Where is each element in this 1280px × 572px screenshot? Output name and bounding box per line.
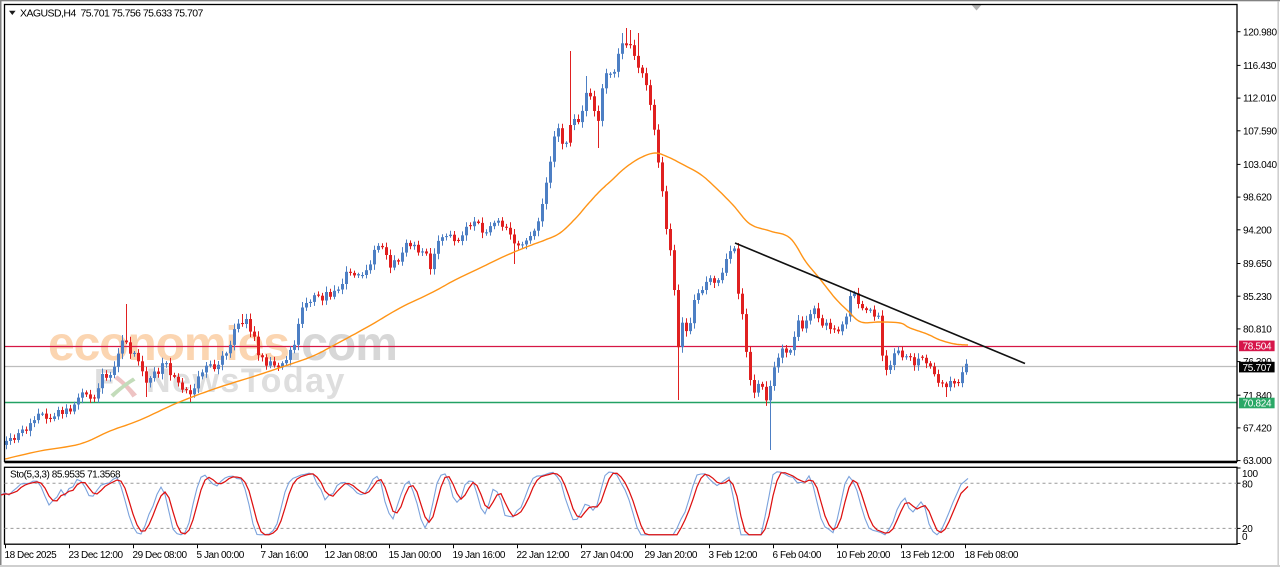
svg-text:80.810: 80.810 — [1243, 325, 1272, 336]
svg-text:100: 100 — [1242, 469, 1259, 480]
svg-text:12 Jan 08:00: 12 Jan 08:00 — [325, 550, 378, 561]
svg-text:89.650: 89.650 — [1243, 259, 1272, 270]
svg-text:23 Dec 12:00: 23 Dec 12:00 — [69, 550, 124, 561]
svg-text:63.000: 63.000 — [1243, 456, 1272, 467]
svg-text:80: 80 — [1242, 480, 1253, 491]
svg-text:20: 20 — [1242, 524, 1253, 535]
svg-text:13 Feb 12:00: 13 Feb 12:00 — [901, 550, 955, 561]
svg-text:112.010: 112.010 — [1243, 94, 1277, 105]
svg-text:85.230: 85.230 — [1243, 292, 1272, 303]
svg-text:5 Jan 00:00: 5 Jan 00:00 — [197, 550, 245, 561]
svg-text:29 Jan 20:00: 29 Jan 20:00 — [645, 550, 698, 561]
svg-text:103.040: 103.040 — [1243, 160, 1277, 171]
svg-text:98.620: 98.620 — [1243, 193, 1272, 204]
svg-text:27 Jan 04:00: 27 Jan 04:00 — [581, 550, 634, 561]
svg-text:78.504: 78.504 — [1243, 342, 1273, 353]
svg-text:3 Feb 12:00: 3 Feb 12:00 — [709, 550, 758, 561]
svg-text:70.824: 70.824 — [1243, 399, 1273, 410]
svg-text:XAGUSD,H4 75.701 75.756 75.63: XAGUSD,H4 75.701 75.756 75.633 75.707 — [20, 7, 204, 19]
svg-text:18 Feb 08:00: 18 Feb 08:00 — [965, 550, 1019, 561]
svg-text:Sto(5,3,3) 85.9535 71.3568: Sto(5,3,3) 85.9535 71.3568 — [10, 469, 121, 480]
svg-text:NewsToday: NewsToday — [146, 362, 346, 400]
svg-text:75.707: 75.707 — [1243, 363, 1273, 374]
svg-text:29 Dec 08:00: 29 Dec 08:00 — [133, 550, 188, 561]
svg-text:0: 0 — [1242, 532, 1248, 543]
svg-text:15 Jan 00:00: 15 Jan 00:00 — [389, 550, 442, 561]
svg-text:107.590: 107.590 — [1243, 126, 1277, 137]
svg-text:67.420: 67.420 — [1243, 424, 1272, 435]
svg-text:7 Jan 16:00: 7 Jan 16:00 — [261, 550, 309, 561]
svg-text:6 Feb 04:00: 6 Feb 04:00 — [773, 550, 822, 561]
svg-text:18 Dec 2025: 18 Dec 2025 — [5, 550, 58, 561]
svg-text:19 Jan 16:00: 19 Jan 16:00 — [453, 550, 506, 561]
svg-text:116.430: 116.430 — [1243, 61, 1277, 72]
svg-text:22 Jan 12:00: 22 Jan 12:00 — [517, 550, 570, 561]
svg-text:71.840: 71.840 — [1243, 391, 1272, 402]
svg-text:120.980: 120.980 — [1243, 27, 1277, 38]
svg-text:10 Feb 20:00: 10 Feb 20:00 — [837, 550, 891, 561]
svg-text:94.200: 94.200 — [1243, 225, 1272, 236]
